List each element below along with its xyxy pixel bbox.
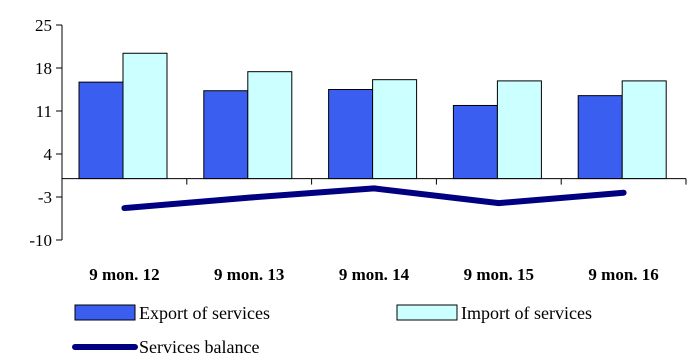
x-category-label: 9 mon. 12 bbox=[89, 265, 159, 284]
legend: Export of services Import of services Serv… bbox=[72, 303, 592, 357]
export-bar bbox=[203, 90, 249, 180]
legend-swatch bbox=[396, 304, 458, 321]
x-category-label: 9 mon. 15 bbox=[464, 265, 534, 284]
import-bar bbox=[372, 79, 418, 180]
legend-label: Services balance bbox=[139, 337, 259, 357]
y-axis: 25 18 11 4 -3 -10 bbox=[29, 16, 63, 250]
export-bar bbox=[328, 89, 374, 180]
balance-line-path bbox=[121, 185, 627, 212]
legend-swatch bbox=[74, 304, 136, 321]
y-tick-label: 11 bbox=[36, 102, 52, 121]
y-tick-label: -3 bbox=[38, 188, 52, 207]
y-tick-label: 4 bbox=[44, 145, 53, 164]
import-bar bbox=[122, 52, 168, 180]
export-bar bbox=[78, 81, 124, 180]
import-bar bbox=[621, 80, 667, 180]
import-bar bbox=[496, 80, 542, 180]
y-tick-label: 25 bbox=[35, 16, 52, 35]
legend-label: Import of services bbox=[461, 303, 592, 323]
export-bar bbox=[452, 104, 498, 180]
y-tick-label: -10 bbox=[29, 231, 52, 250]
balance-line bbox=[121, 185, 627, 212]
x-axis: 9 mon. 12 9 mon. 13 9 mon. 14 9 mon. 15 9 mo… bbox=[61, 178, 687, 284]
import-bar bbox=[247, 71, 293, 180]
x-category-label: 9 mon. 14 bbox=[339, 265, 410, 284]
x-category-label: 9 mon. 13 bbox=[214, 265, 284, 284]
y-tick-label: 18 bbox=[35, 59, 52, 78]
bars bbox=[78, 52, 667, 180]
legend-label: Export of services bbox=[139, 303, 270, 323]
export-bar bbox=[577, 95, 623, 180]
x-category-label: 9 mon. 16 bbox=[588, 265, 658, 284]
